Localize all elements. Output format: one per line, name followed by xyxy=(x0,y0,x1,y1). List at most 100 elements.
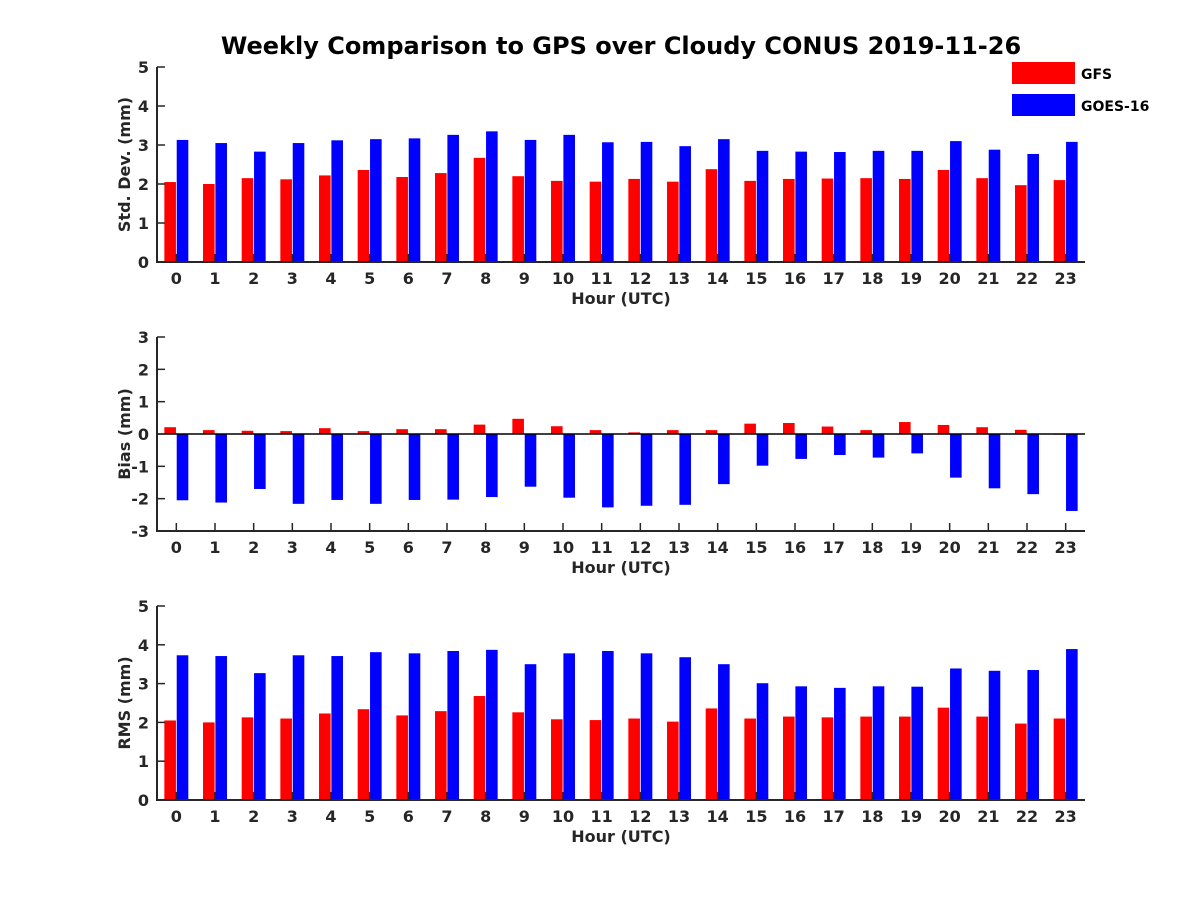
stddev-bar-gfs-17 xyxy=(821,178,834,262)
rms-bar-goes-16-6 xyxy=(408,653,421,800)
stddev-bar-gfs-18 xyxy=(860,178,872,262)
stddev-y-axis-label: Std. Dev. (mm) xyxy=(115,97,134,232)
bias-bar-goes-16-23 xyxy=(1066,434,1078,511)
bias-bar-gfs-8 xyxy=(473,424,486,434)
bias-bar-gfs-15 xyxy=(744,423,756,434)
bias-bar-goes-16-17 xyxy=(834,434,846,456)
bias-xtick-label: 21 xyxy=(977,538,999,557)
stddev-x-axis-label: Hour (UTC) xyxy=(571,289,671,308)
stddev-xtick-label: 4 xyxy=(325,269,336,288)
bias-bar-goes-16-3 xyxy=(292,434,305,504)
rms-bar-gfs-20 xyxy=(937,707,950,800)
stddev-xtick-label: 14 xyxy=(707,269,729,288)
stddev-xtick-label: 19 xyxy=(900,269,922,288)
rms-series-gfs xyxy=(164,696,1066,800)
stddev-xtick-label: 21 xyxy=(977,269,999,288)
stddev-bar-gfs-23 xyxy=(1053,180,1066,262)
bias-xtick-label: 22 xyxy=(1016,538,1038,557)
rms-bar-gfs-9 xyxy=(512,712,524,800)
stddev-bar-gfs-3 xyxy=(280,179,292,262)
rms-bar-goes-16-4 xyxy=(331,656,343,800)
rms-bar-goes-16-16 xyxy=(795,686,807,800)
figure-title: Weekly Comparison to GPS over Cloudy CON… xyxy=(221,32,1021,60)
stddev-bar-gfs-2 xyxy=(241,178,254,262)
rms-xtick-label: 11 xyxy=(591,807,613,826)
stddev-bar-gfs-14 xyxy=(705,169,718,262)
bias-bar-gfs-7 xyxy=(435,429,447,434)
bias-ytick-label: -2 xyxy=(131,490,149,509)
rms-bar-gfs-8 xyxy=(473,696,486,800)
legend-label-gfs: GFS xyxy=(1081,67,1112,83)
rms-bar-goes-16-1 xyxy=(215,656,227,800)
bias-bar-goes-16-14 xyxy=(718,434,730,485)
bias-bar-goes-16-22 xyxy=(1027,434,1039,495)
stddev-bar-gfs-22 xyxy=(1015,185,1027,262)
bias-xtick-label: 18 xyxy=(861,538,883,557)
rms-bar-goes-16-17 xyxy=(834,687,846,800)
bias-xtick-label: 5 xyxy=(364,538,375,557)
rms-bar-goes-16-12 xyxy=(640,653,653,800)
rms-bar-gfs-15 xyxy=(744,718,756,800)
rms-series-goes-16 xyxy=(176,649,1078,800)
stddev-xtick-label: 3 xyxy=(287,269,298,288)
bias-bar-gfs-11 xyxy=(589,430,602,434)
rms-bar-goes-16-8 xyxy=(486,649,498,800)
stddev-bar-gfs-11 xyxy=(589,181,602,262)
rms-bar-gfs-3 xyxy=(280,718,292,800)
rms-xtick-label: 14 xyxy=(707,807,729,826)
bias-xtick-label: 11 xyxy=(591,538,613,557)
stddev-xtick-label: 10 xyxy=(552,269,574,288)
stddev-bar-goes-16-20 xyxy=(950,141,962,262)
stddev-ytick-label: 0 xyxy=(138,253,149,272)
stddev-xtick-label: 15 xyxy=(745,269,767,288)
bias-y-axis-label: Bias (mm) xyxy=(115,388,134,480)
stddev-bar-gfs-5 xyxy=(357,169,370,262)
bias-bar-goes-16-13 xyxy=(679,434,691,505)
bias-ytick-label: -3 xyxy=(131,522,149,541)
rms-xtick-label: 9 xyxy=(519,807,530,826)
legend-swatch-goes-16 xyxy=(1012,94,1075,116)
bias-bar-gfs-16 xyxy=(783,423,795,434)
stddev-ytick-label: 1 xyxy=(138,214,149,233)
stddev-bar-goes-16-6 xyxy=(408,138,421,262)
stddev-bar-goes-16-22 xyxy=(1027,153,1039,262)
bias-xtick-label: 3 xyxy=(287,538,298,557)
stddev-xtick-label: 11 xyxy=(591,269,613,288)
rms-xtick-label: 8 xyxy=(480,807,491,826)
stddev-xtick-label: 17 xyxy=(823,269,845,288)
stddev-xtick-label: 22 xyxy=(1016,269,1038,288)
rms-bar-goes-16-0 xyxy=(176,655,189,800)
stddev-xtick-label: 9 xyxy=(519,269,530,288)
stddev-bar-goes-16-18 xyxy=(872,150,885,262)
stddev-bar-gfs-21 xyxy=(976,178,988,262)
bias-xtick-label: 19 xyxy=(900,538,922,557)
rms-xtick-label: 6 xyxy=(403,807,414,826)
rms-bar-goes-16-21 xyxy=(988,670,1001,800)
bias-bar-gfs-12 xyxy=(628,432,640,434)
stddev-bar-gfs-8 xyxy=(473,157,486,262)
bias-bar-goes-16-1 xyxy=(215,434,227,503)
rms-xtick-label: 12 xyxy=(629,807,651,826)
bias-bar-gfs-10 xyxy=(551,426,563,434)
stddev-xtick-label: 8 xyxy=(480,269,491,288)
stddev-xtick-label: 13 xyxy=(668,269,690,288)
stddev-xtick-label: 16 xyxy=(784,269,806,288)
stddev-bar-gfs-0 xyxy=(164,182,176,262)
bias-bar-gfs-4 xyxy=(319,428,331,434)
legend: GFS GOES-16 xyxy=(1012,62,1149,116)
rms-bar-goes-16-11 xyxy=(602,651,614,800)
stddev-bar-goes-16-16 xyxy=(795,151,807,262)
stddev-bar-gfs-16 xyxy=(783,178,795,262)
bias-bar-gfs-9 xyxy=(512,418,524,434)
bias-bar-goes-16-9 xyxy=(524,434,537,487)
rms-xtick-label: 1 xyxy=(209,807,220,826)
rms-xtick-label: 16 xyxy=(784,807,806,826)
stddev-bar-goes-16-4 xyxy=(331,140,343,262)
bias-bar-goes-16-0 xyxy=(176,434,189,501)
stddev-xtick-label: 2 xyxy=(248,269,259,288)
stddev-bar-goes-16-2 xyxy=(254,151,266,262)
bias-xtick-label: 1 xyxy=(209,538,220,557)
bias-bar-goes-16-20 xyxy=(950,434,962,478)
